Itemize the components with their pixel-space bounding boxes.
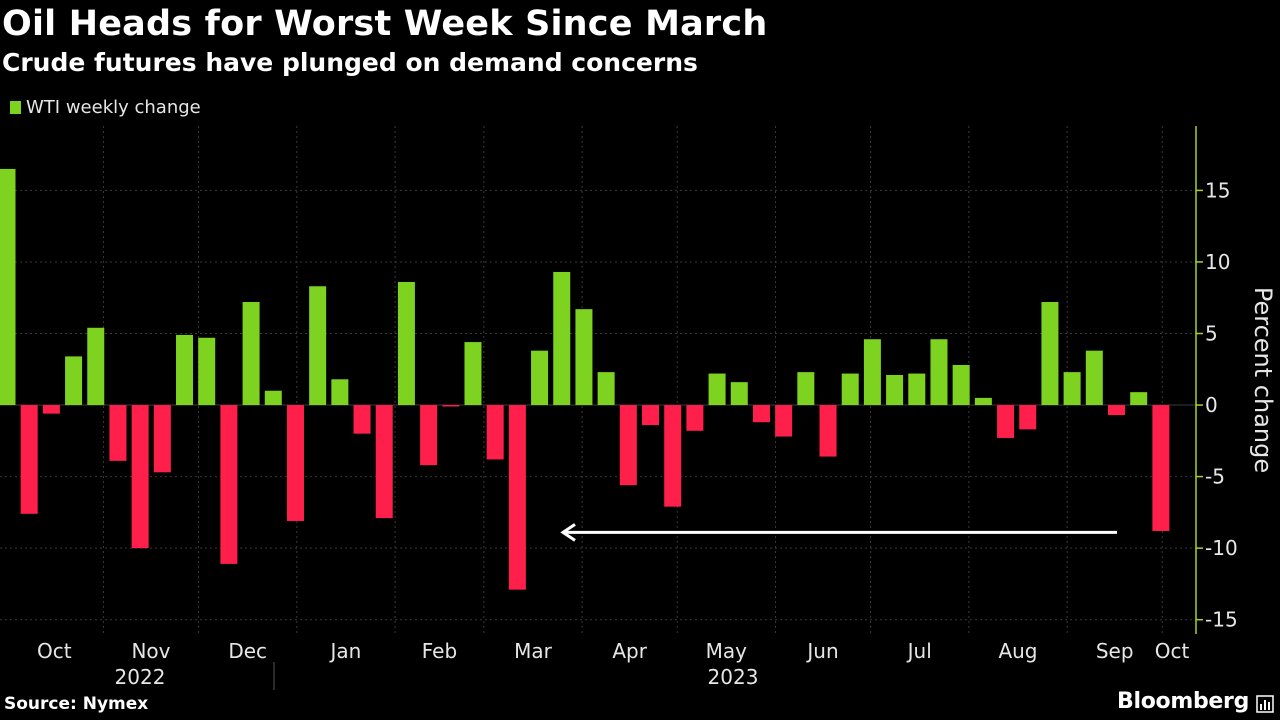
bar [198,337,216,406]
x-tick-label: Aug [998,639,1037,663]
legend: WTI weekly change [10,97,201,118]
bar [775,405,793,437]
bar [841,373,859,406]
bar [1108,405,1125,416]
bar [1130,392,1148,406]
bar [65,356,83,406]
legend-swatch [10,101,21,114]
x-tick-label: Sep [1096,639,1134,663]
bar [508,405,526,590]
x-tick-label: Nov [131,639,170,663]
bar [531,350,549,406]
bar [930,339,948,406]
bar [87,327,105,406]
bar [642,405,660,426]
bar [863,339,881,406]
bar [686,405,704,431]
y-axis-label: Percent change [1249,287,1277,473]
y-tick-label: 0 [1205,393,1218,417]
bar [997,405,1015,438]
bar [264,390,282,406]
bar [42,405,60,414]
annotation-arrow-head [560,523,576,542]
bar [286,405,304,521]
bar [464,342,482,406]
bar [708,373,726,406]
bar [397,281,415,406]
chart-subtitle: Crude futures have plunged on demand con… [2,48,698,77]
chart-icon [1256,695,1274,713]
x-tick-label: Oct [1155,639,1190,663]
bar [1152,405,1170,531]
bar [886,374,904,406]
bar [575,309,593,406]
bar [486,405,504,460]
y-tick-label: 10 [1205,250,1230,274]
bar [220,405,238,564]
bar [1085,350,1103,406]
year-label: 2022 [115,665,166,689]
bar [109,405,127,461]
bar [131,405,149,549]
bar [908,373,926,406]
y-tick-label: -5 [1205,465,1225,489]
x-tick-label: Mar [514,639,553,663]
x-tick-label: Jul [906,639,932,663]
source-note: Source: Nymex [4,694,149,714]
bar [442,405,460,407]
bar [974,397,992,406]
x-tick-label: Dec [228,639,267,663]
x-tick-label: May [706,639,748,663]
legend-label: WTI weekly change [26,97,201,118]
bar [0,168,16,406]
y-tick-label: 5 [1205,321,1218,345]
bar [1063,372,1081,406]
x-tick-label: Oct [37,639,72,663]
bar [664,405,682,507]
bar [1019,405,1037,430]
bar [20,405,38,514]
bar [819,405,837,457]
bloomberg-logo: Bloomberg [1117,689,1250,714]
bar [153,405,171,473]
bar [597,372,615,406]
bar [309,286,327,406]
bar [242,302,260,406]
y-tick-label: 15 [1205,178,1230,202]
chart-title: Oil Heads for Worst Week Since March [2,4,768,44]
y-tick-label: -10 [1205,536,1238,560]
y-tick-label: -15 [1205,608,1238,632]
bar [952,364,970,406]
bar [353,405,371,434]
x-tick-label: Feb [422,639,457,663]
x-tick-label: Jun [805,639,838,663]
x-tick-label: Apr [612,639,647,663]
bar [375,405,393,519]
bar [619,405,637,486]
bar [797,372,815,406]
x-tick-label: Jan [329,639,362,663]
bar [420,405,438,466]
year-label: 2023 [708,665,759,689]
bar [730,382,748,406]
bar [1041,302,1059,406]
bar [176,334,194,406]
bar [553,271,571,406]
bar [331,379,349,406]
bar [752,405,770,423]
